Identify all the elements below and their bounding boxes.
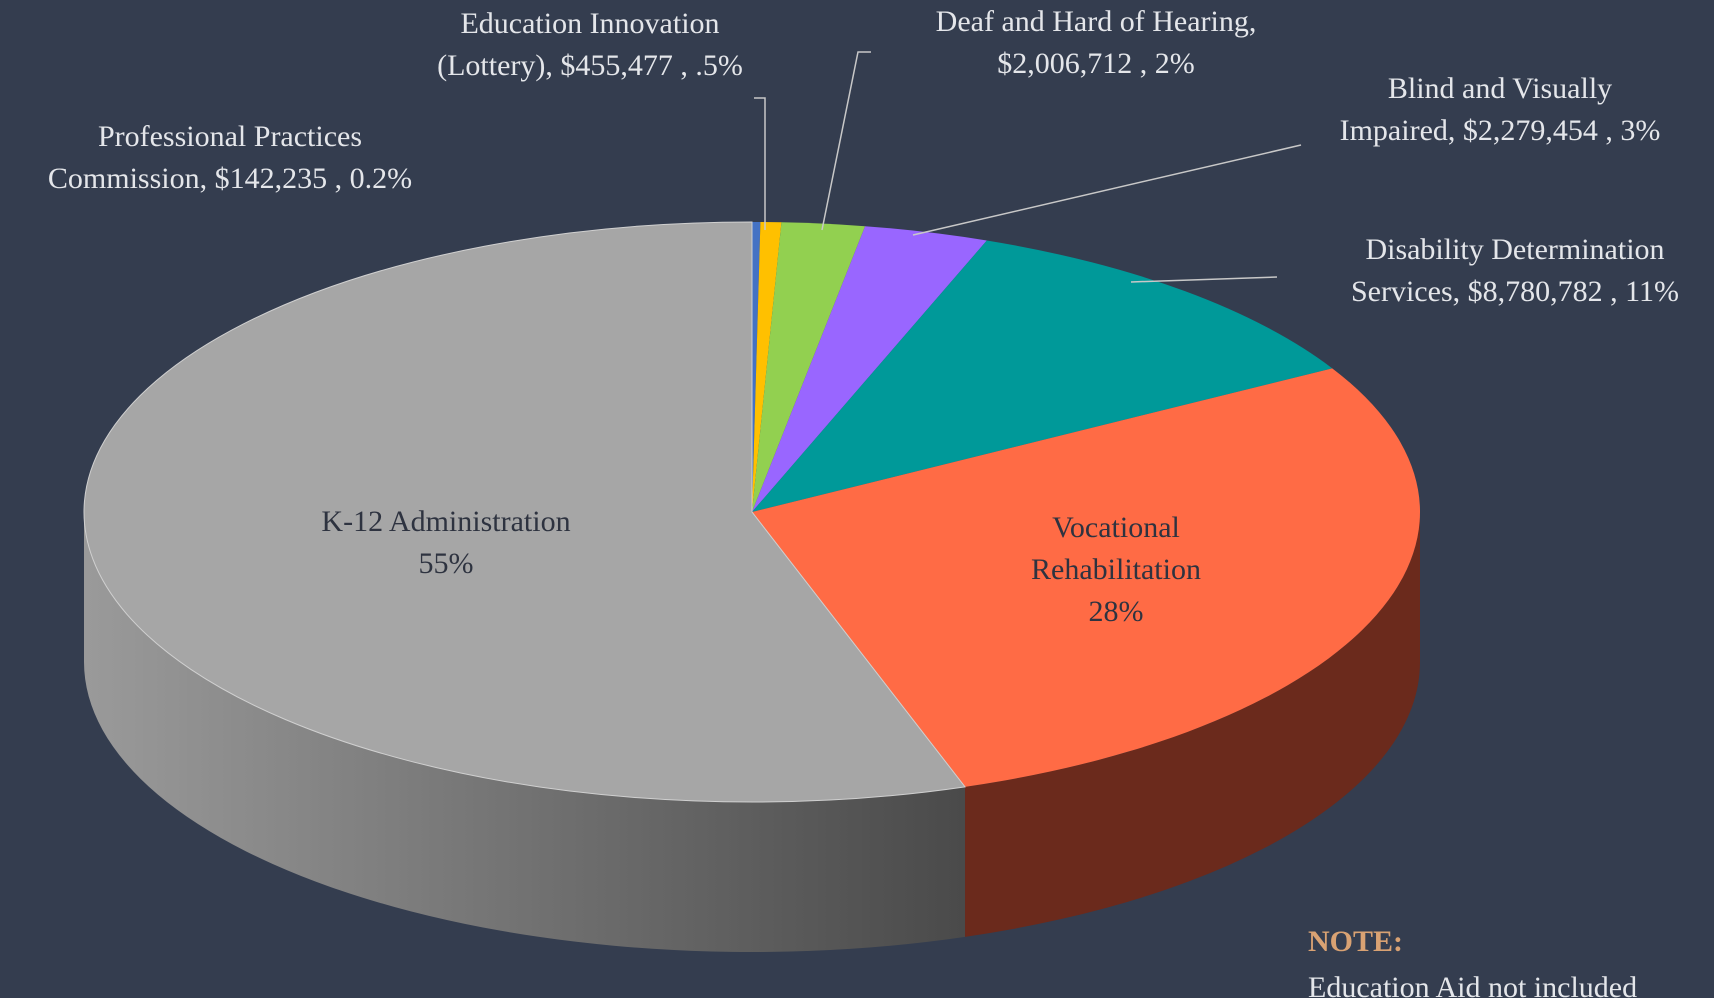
slice xyxy=(83,221,966,803)
leader-line xyxy=(912,144,1302,236)
slice xyxy=(752,222,866,512)
data-label: Services, $8,780,782 , 11% xyxy=(1351,275,1679,308)
data-label: 55% xyxy=(419,547,474,580)
data-label: Blind and Visually xyxy=(1388,72,1612,105)
data-label: 28% xyxy=(1089,595,1144,628)
leader-line xyxy=(754,97,766,230)
data-label: Professional Practices xyxy=(98,120,362,153)
data-label: (Lottery), $455,477 , .5% xyxy=(437,49,743,82)
leader-line xyxy=(821,51,871,231)
slice xyxy=(752,226,987,512)
pie-sides xyxy=(84,512,1420,952)
data-label: Deaf and Hard of Hearing, xyxy=(936,5,1257,38)
data-label: K-12 Administration xyxy=(321,505,570,538)
slice-side xyxy=(84,512,966,952)
data-label: Commission, $142,235 , 0.2% xyxy=(48,162,412,195)
data-label: Rehabilitation xyxy=(1031,553,1201,586)
note-text: Education Aid not included xyxy=(1308,971,1637,998)
data-label: Impaired, $2,279,454 , 3% xyxy=(1340,114,1661,147)
slice-side xyxy=(965,512,1420,937)
slice xyxy=(752,240,1333,512)
labels: Professional Practices Commission, $142,2… xyxy=(48,5,1679,628)
pie-tops xyxy=(83,221,1421,803)
data-label: Vocational xyxy=(1052,511,1180,544)
data-label: $2,006,712 , 2% xyxy=(997,47,1195,80)
slice xyxy=(752,222,782,512)
data-label: Education Innovation xyxy=(460,7,719,40)
leader-line xyxy=(1130,276,1278,283)
slice xyxy=(752,368,1421,787)
slice xyxy=(752,222,761,512)
note-title: NOTE: xyxy=(1308,925,1403,958)
data-label: Disability Determination xyxy=(1365,233,1664,266)
